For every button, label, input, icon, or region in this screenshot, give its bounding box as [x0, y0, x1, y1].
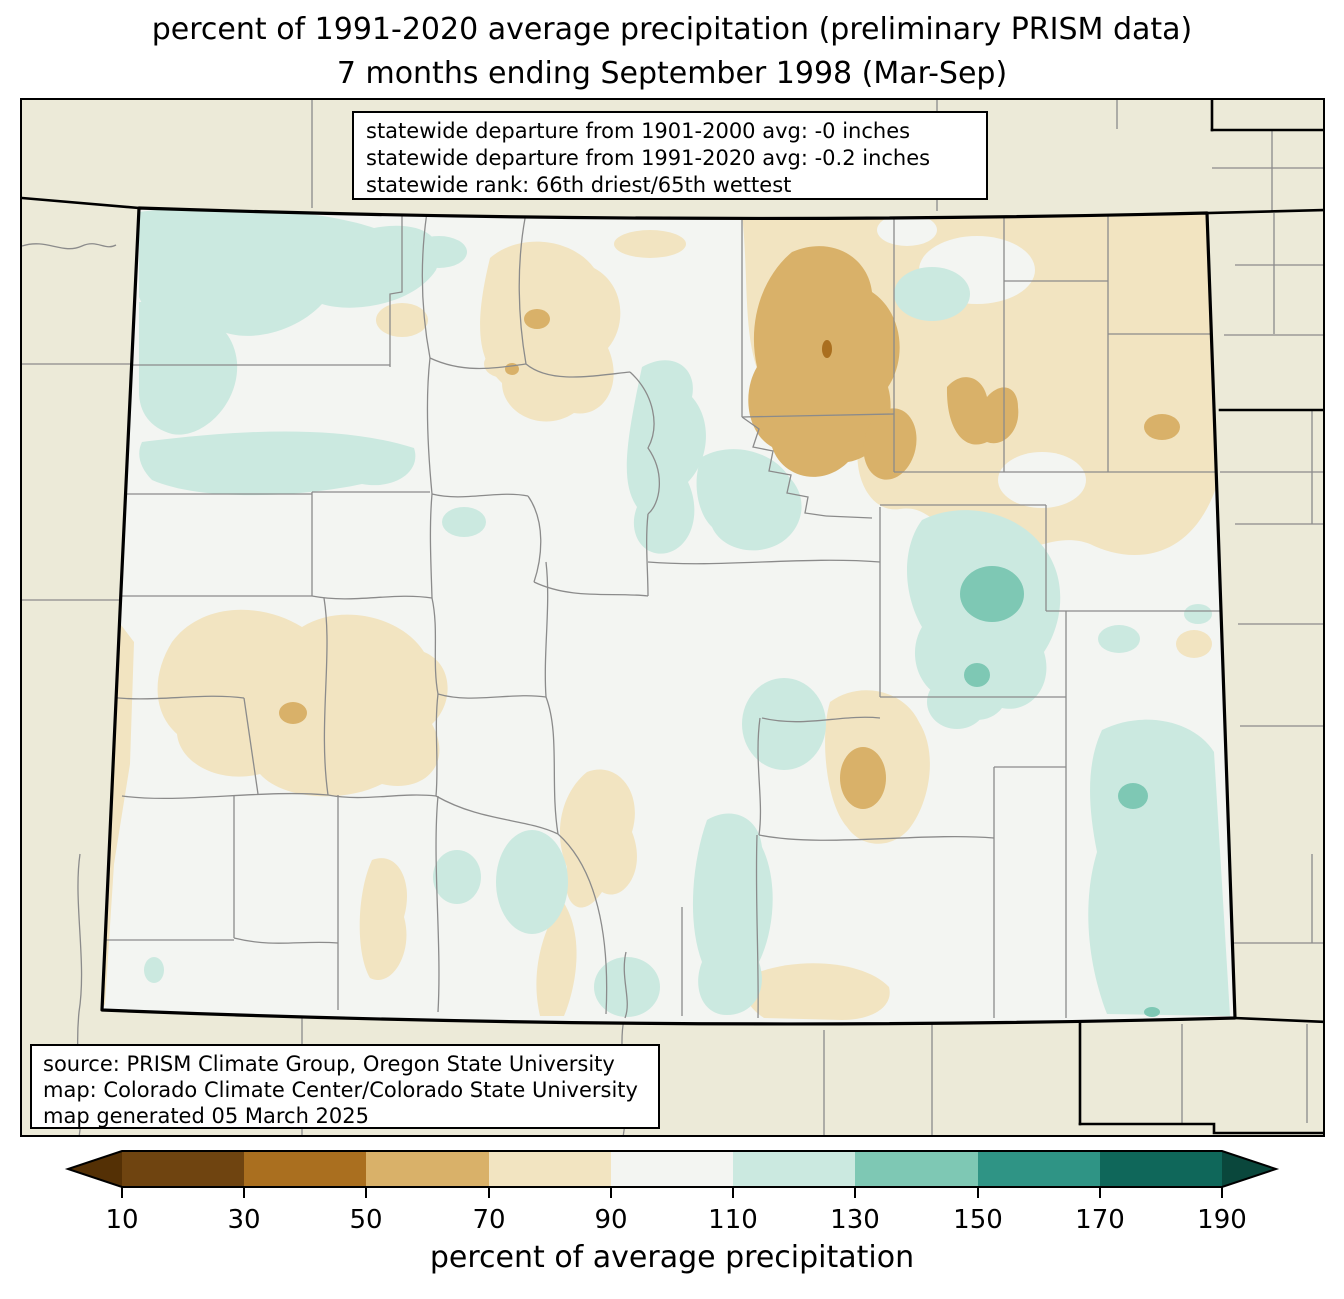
dry-cores-50-70	[279, 246, 1180, 809]
tick-label: 150	[953, 1205, 1003, 1235]
colorbar-segment	[855, 1151, 978, 1187]
stat-departure-1901-2000: statewide departure from 1901-2000 avg: …	[366, 119, 911, 143]
dry-core-blob	[524, 309, 550, 329]
wet-area-blob	[442, 507, 486, 537]
dry-area-blob	[559, 769, 637, 908]
wet-core-blob	[960, 566, 1024, 622]
wet-area-blob	[1088, 719, 1230, 1016]
colorbar-segment	[244, 1151, 366, 1187]
neutral-hole	[998, 452, 1086, 508]
colorbar-tick-labels: 10 30 50 70 90 110 130 150 170 190	[105, 1205, 1246, 1235]
wet-core-blob	[1144, 1007, 1160, 1017]
wet-area-blob	[1098, 625, 1140, 653]
wet-area-blob	[139, 208, 440, 336]
source-line: source: PRISM Climate Group, Oregon Stat…	[43, 1052, 615, 1076]
figure-title-line1: percent of 1991-2020 average precipitati…	[151, 12, 1193, 47]
figure-title: percent of 1991-2020 average precipitati…	[0, 8, 1344, 96]
colorbar-under-arrow	[68, 1151, 122, 1187]
map-plot-area	[20, 98, 1325, 1137]
source-attribution-box: source: PRISM Climate Group, Oregon Stat…	[30, 1044, 660, 1129]
dry-core-blob	[748, 246, 900, 477]
stat-rank: statewide rank: 66th driest/65th wettest	[366, 173, 792, 197]
figure-title-line2: 7 months ending September 1998 (Mar-Sep)	[336, 56, 1008, 91]
tick-label: 130	[830, 1205, 880, 1235]
colorbar-segment	[611, 1151, 733, 1187]
stat-departure-1991-2020: statewide departure from 1991-2020 avg: …	[366, 146, 931, 170]
colorado-county-lines	[102, 211, 1224, 1019]
wet-area-blob	[411, 236, 467, 268]
wet-area-blob	[626, 360, 706, 554]
colorbar-segment	[122, 1151, 244, 1187]
colorbar-segments	[68, 1151, 1276, 1187]
map-credit-line: map: Colorado Climate Center/Colorado St…	[43, 1078, 638, 1102]
dry-area-blob	[157, 609, 448, 797]
state-borders	[22, 100, 1323, 1135]
colorbar: 10 30 50 70 90 110 130 150 170 190	[64, 1150, 1280, 1235]
colorbar-segment	[1100, 1151, 1222, 1187]
tick-label: 110	[708, 1205, 758, 1235]
dry-area-blob	[614, 230, 686, 258]
tick-label: 30	[227, 1205, 260, 1235]
colorbar-segment	[366, 1151, 489, 1187]
wet-area-blob	[139, 431, 416, 496]
wet-area-blob	[496, 830, 568, 934]
wet-area-blob	[692, 813, 773, 1015]
colorbar-over-arrow	[1222, 1151, 1276, 1187]
wet-core-blob	[964, 663, 990, 687]
statewide-stats-box: statewide departure from 1901-2000 avg: …	[352, 111, 988, 200]
wet-area-blob	[433, 850, 481, 904]
dry-core-dot-30-50	[822, 340, 832, 358]
wet-cores-130-150	[960, 566, 1160, 1017]
dry-area-blob	[1176, 630, 1212, 658]
dry-core-blob	[279, 702, 307, 724]
tick-label: 190	[1197, 1205, 1247, 1235]
wet-area-blob	[139, 302, 238, 435]
dry-core-blob	[946, 377, 1019, 445]
colorbar-ticks	[121, 1187, 1223, 1198]
wet-area-blob	[696, 449, 802, 551]
dry-area-blob	[536, 900, 577, 1016]
dry-core-blob	[863, 408, 917, 480]
tick-label: 170	[1075, 1205, 1125, 1235]
colorbar-segment	[978, 1151, 1100, 1187]
colorado-outline	[100, 206, 1237, 1026]
generated-date-line: map generated 05 March 2025	[43, 1104, 370, 1128]
dry-core-blob	[1144, 414, 1180, 440]
dry-core-blob	[840, 747, 886, 809]
colorbar-axis-label: percent of average precipitation	[429, 1240, 915, 1275]
wet-area-blob	[594, 957, 660, 1017]
dry-area-blob	[744, 963, 890, 1020]
tick-label: 10	[105, 1205, 138, 1235]
dry-area-blob	[484, 350, 524, 378]
colorado-precipitation-map	[22, 100, 1323, 1135]
dry-area-blob	[376, 303, 428, 337]
wet-areas-110-130	[139, 208, 1230, 1017]
precipitation-anomaly-blobs	[102, 208, 1230, 1020]
wet-area-blob	[144, 957, 164, 983]
wet-area-blob	[742, 678, 826, 770]
tick-label: 50	[349, 1205, 382, 1235]
neutral-hole	[877, 214, 937, 246]
tick-label: 90	[594, 1205, 627, 1235]
wet-core-blob	[1118, 783, 1148, 809]
colorbar-segment	[489, 1151, 611, 1187]
wet-area-blob	[1184, 604, 1212, 624]
dry-area-blob	[359, 858, 408, 980]
colorbar-segment	[733, 1151, 855, 1187]
tick-label: 70	[472, 1205, 505, 1235]
wet-area-blob	[894, 267, 970, 321]
